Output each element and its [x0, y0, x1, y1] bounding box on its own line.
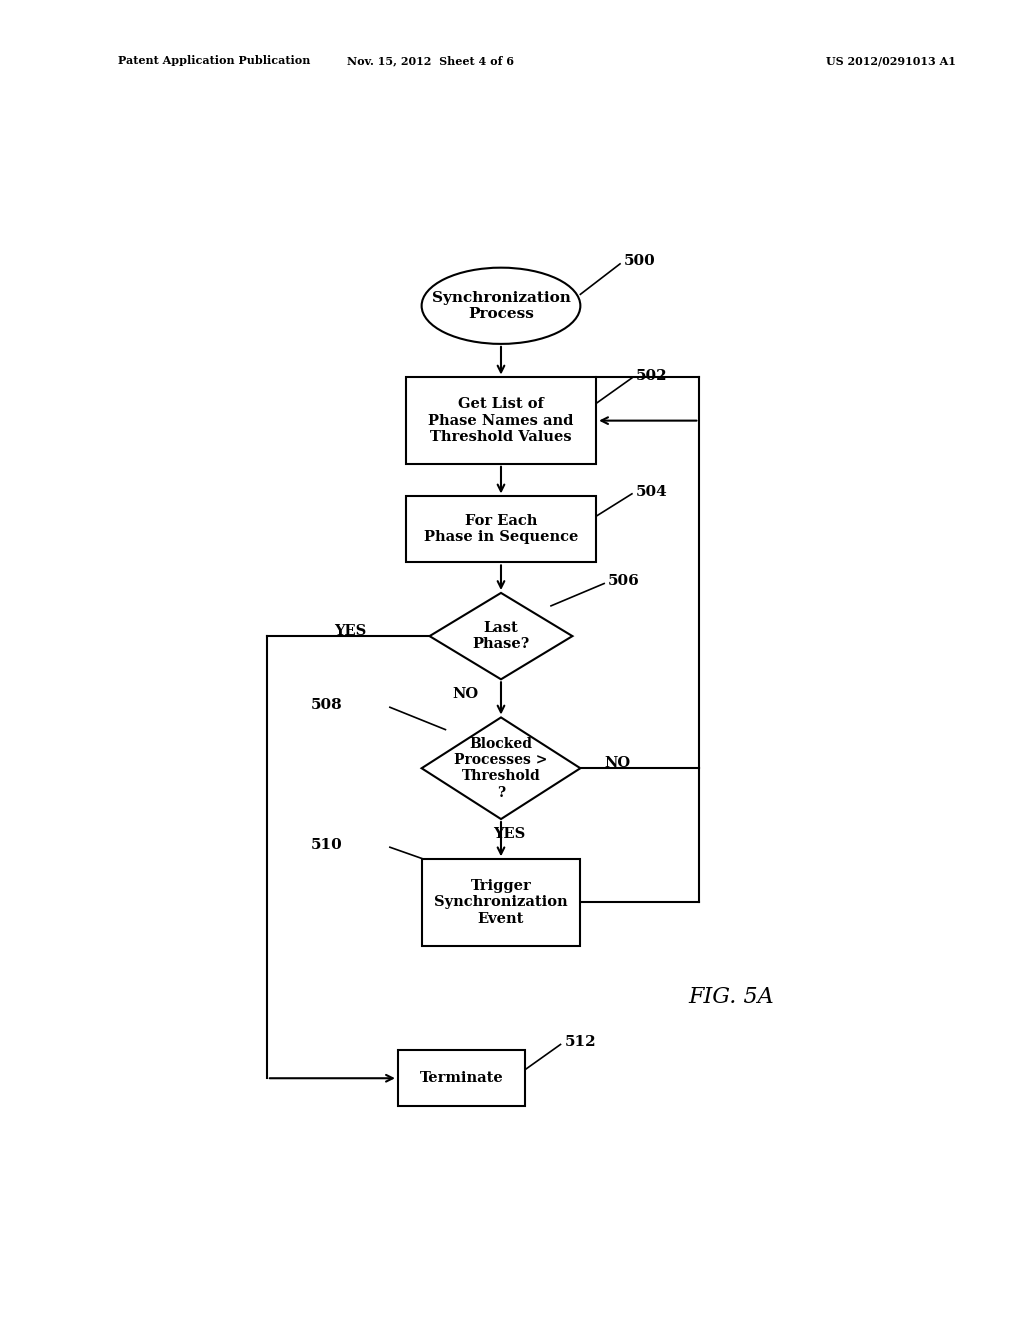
Ellipse shape	[422, 268, 581, 345]
Polygon shape	[430, 593, 572, 680]
Text: FIG. 5A: FIG. 5A	[688, 986, 774, 1008]
Polygon shape	[422, 718, 581, 818]
Text: NO: NO	[604, 756, 631, 770]
Text: Get List of
Phase Names and
Threshold Values: Get List of Phase Names and Threshold Va…	[428, 397, 573, 444]
Text: 510: 510	[310, 838, 342, 853]
Text: 512: 512	[564, 1035, 596, 1049]
FancyBboxPatch shape	[406, 378, 596, 463]
Text: NO: NO	[453, 688, 478, 701]
Text: Last
Phase?: Last Phase?	[472, 620, 529, 651]
Text: Terminate: Terminate	[420, 1072, 503, 1085]
Text: Trigger
Synchronization
Event: Trigger Synchronization Event	[434, 879, 567, 925]
FancyBboxPatch shape	[406, 496, 596, 562]
Text: 504: 504	[636, 484, 668, 499]
Text: 500: 500	[624, 253, 655, 268]
Text: Blocked
Processes >
Threshold
?: Blocked Processes > Threshold ?	[455, 737, 548, 800]
FancyBboxPatch shape	[422, 859, 581, 945]
Text: US 2012/0291013 A1: US 2012/0291013 A1	[826, 55, 955, 66]
Text: For Each
Phase in Sequence: For Each Phase in Sequence	[424, 515, 579, 544]
Text: 506: 506	[608, 574, 640, 589]
Text: Synchronization
Process: Synchronization Process	[431, 290, 570, 321]
FancyBboxPatch shape	[397, 1051, 524, 1106]
Text: 502: 502	[636, 368, 668, 383]
Text: YES: YES	[493, 828, 525, 841]
Text: Nov. 15, 2012  Sheet 4 of 6: Nov. 15, 2012 Sheet 4 of 6	[346, 55, 514, 66]
Text: YES: YES	[334, 624, 367, 638]
Text: 508: 508	[310, 698, 342, 713]
Text: Patent Application Publication: Patent Application Publication	[118, 55, 310, 66]
